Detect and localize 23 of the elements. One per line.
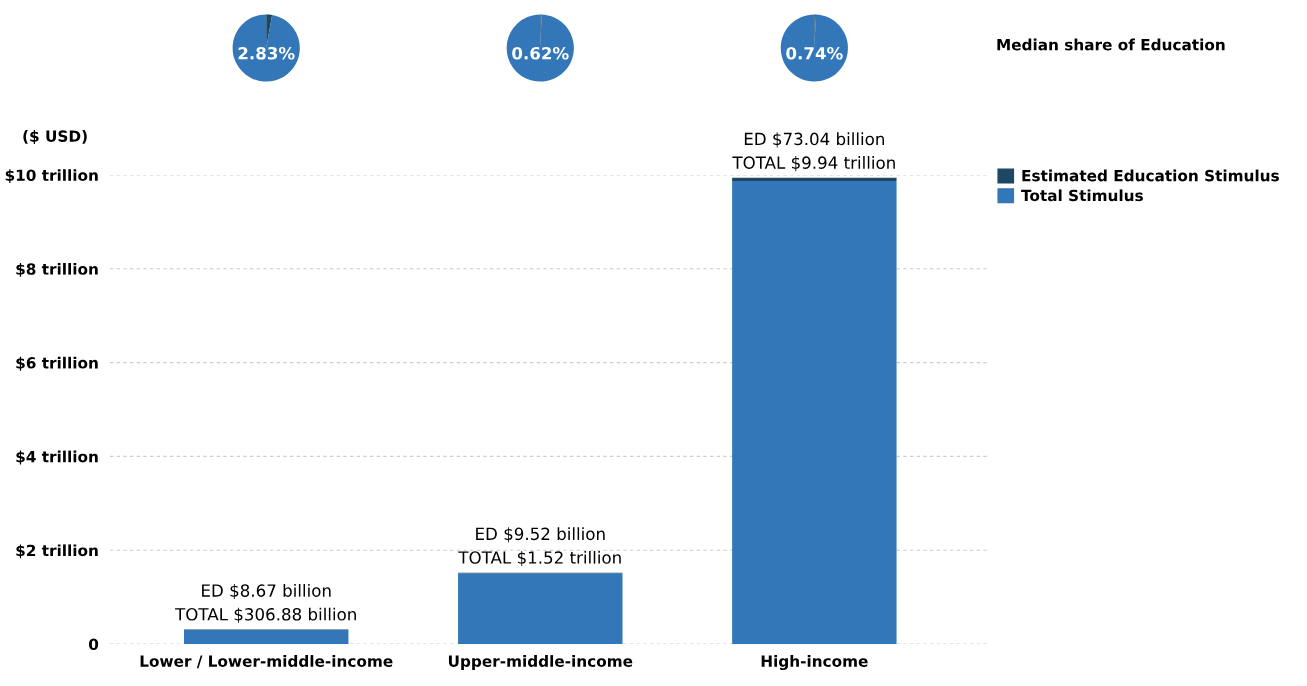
bar: [732, 181, 897, 644]
bar: [458, 573, 623, 644]
y-tick-label: 0: [88, 638, 99, 651]
text: 0.62%: [512, 46, 569, 60]
x-tick-label: Upper-middle-income: [448, 655, 633, 670]
bar: [184, 629, 349, 644]
y-axis-title: ($ USD): [23, 130, 87, 144]
x-tick-label: Lower / Lower-middle-income: [140, 655, 393, 669]
text: Median share of Education: [997, 38, 1225, 51]
legend-label: Estimated Education Stimulus: [1022, 169, 1279, 182]
y-tick-label: $8 trillion: [16, 263, 98, 277]
total-label: ED $73.04 billion TOTAL $9.94 trillion: [732, 132, 895, 172]
total-label: ED $8.67 billion TOTAL $306.88 billion: [175, 583, 356, 623]
bar: [732, 177, 897, 182]
y-tick-label: $4 trillion: [16, 450, 98, 465]
y-tick-label: $6 trillion: [16, 356, 98, 371]
x-tick-label: High-income: [761, 655, 868, 671]
text: 0.74%: [786, 46, 843, 60]
y-tick-label: $2 trillion: [16, 544, 98, 559]
y-tick-label: $10 trillion: [5, 169, 98, 184]
text: 2.83%: [238, 46, 295, 60]
legend-label: Total Stimulus: [1021, 189, 1143, 202]
total-label: ED $9.52 billion TOTAL $1.52 trillion: [458, 527, 621, 567]
